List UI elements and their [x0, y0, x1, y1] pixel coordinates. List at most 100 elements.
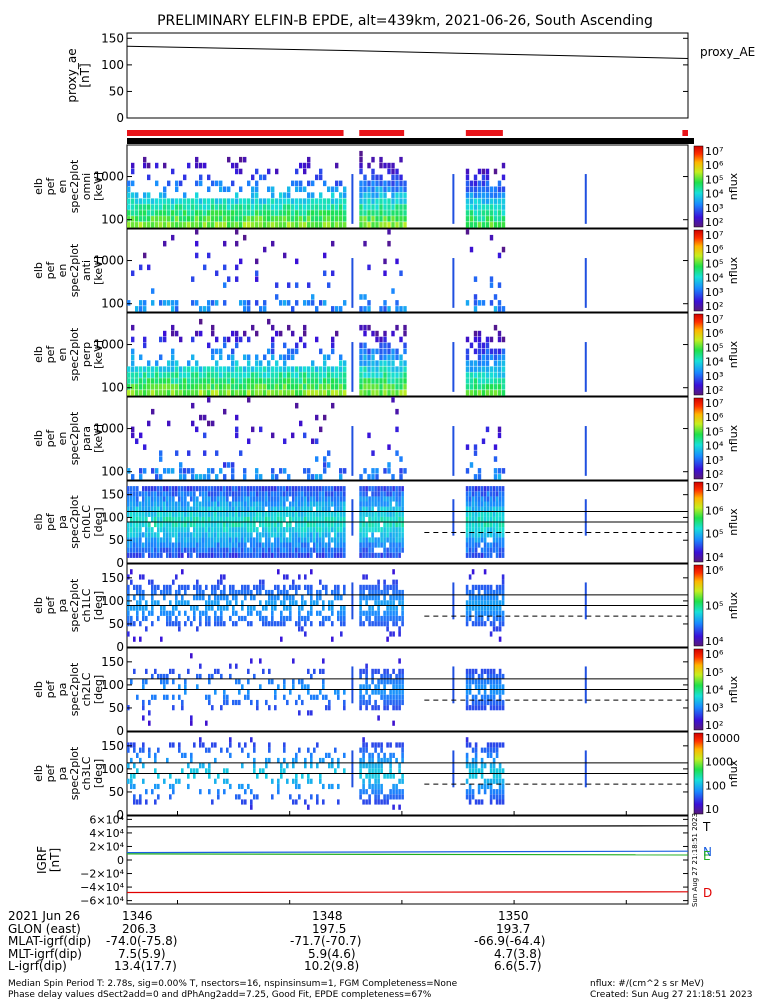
spec-cell [363, 378, 367, 384]
pa-cell [190, 486, 193, 492]
pa-cell [163, 522, 166, 528]
pa-cell [226, 522, 229, 528]
pa-cell [247, 506, 250, 512]
pa-cell [196, 537, 199, 543]
spec-cell [359, 324, 363, 331]
pa-cell [247, 501, 250, 507]
pa-cell [474, 511, 478, 517]
spec-cell [215, 216, 219, 222]
pa-cell [319, 501, 322, 507]
pa-cell [133, 506, 136, 512]
spec-cell [299, 384, 303, 390]
pa-cell [151, 789, 154, 795]
spec-cell [139, 198, 143, 204]
spec-cell [211, 330, 215, 337]
spec-cell [159, 204, 163, 210]
spec-cell [307, 162, 311, 169]
pa-cell [283, 768, 286, 774]
spec-cell [465, 366, 470, 372]
spec-cell [231, 210, 235, 216]
y-tick-label: 6×10⁴ [89, 813, 124, 826]
spec-cell [485, 180, 490, 187]
pa-cell [304, 574, 307, 580]
spec-cell [175, 306, 179, 312]
pa-cell [184, 511, 187, 517]
pa-cell [208, 595, 211, 601]
pa-cell [163, 527, 166, 533]
spec-cell [379, 186, 383, 193]
pa-cell [214, 547, 217, 553]
spec-cell [223, 342, 227, 349]
spec-cell [331, 222, 335, 228]
pa-cell [322, 491, 325, 497]
pa-cell [389, 752, 392, 758]
pa-cell [229, 737, 232, 743]
spec-cell [139, 474, 143, 480]
spec-cell [127, 216, 131, 222]
spec-cell [147, 162, 151, 169]
pa-cell [145, 679, 148, 685]
pa-cell [471, 569, 475, 575]
pa-cell [337, 694, 340, 700]
pa-cell [374, 522, 377, 528]
pa-cell [172, 547, 175, 553]
spec-cell [151, 384, 155, 390]
pa-cell [489, 491, 493, 497]
spec-cell [279, 330, 283, 337]
spec-cell [135, 204, 139, 210]
pa-cell [471, 694, 475, 700]
pa-cell [374, 705, 377, 711]
pa-cell [169, 794, 172, 800]
pa-cell [486, 511, 490, 517]
pa-cell [295, 552, 298, 558]
pa-cell [292, 595, 295, 601]
spec-cell [151, 372, 155, 378]
spec-cell [235, 360, 239, 366]
pa-cell [190, 522, 193, 528]
spec-cell [163, 390, 167, 396]
pa-cell [295, 589, 298, 596]
pa-cell [492, 600, 496, 606]
pa-cell [232, 501, 235, 507]
spec-cell [127, 180, 131, 187]
spec-cell [163, 378, 167, 384]
pa-cell [495, 605, 499, 611]
pa-cell [184, 752, 187, 758]
pa-cell [154, 600, 157, 606]
spec-cell [363, 186, 367, 193]
pa-cell [498, 527, 502, 533]
pa-cell [220, 589, 223, 596]
pa-cell [271, 532, 274, 538]
pa-cell [501, 783, 505, 790]
pa-cell [310, 532, 313, 538]
pa-cell [136, 752, 139, 758]
spec-cell [477, 222, 482, 228]
pa-cell [362, 516, 365, 523]
pa-cell [199, 511, 202, 517]
pa-cell [181, 752, 184, 758]
pa-cell [365, 773, 368, 779]
pa-cell [498, 778, 502, 784]
spec-cell [319, 198, 323, 204]
pa-cell [214, 668, 217, 674]
pa-cell [377, 705, 380, 711]
spec-cell [331, 384, 335, 390]
pa-cell [157, 527, 160, 533]
pa-cell [157, 773, 160, 779]
pa-cell [389, 506, 392, 512]
pa-cell [130, 506, 133, 512]
pa-cell [130, 501, 133, 507]
pa-cell [501, 799, 505, 805]
spec-cell [143, 204, 147, 210]
pa-cell [295, 778, 298, 784]
pa-cell [486, 527, 490, 533]
spec-cell [375, 366, 379, 372]
spec-cell [199, 306, 203, 312]
pa-cell [377, 579, 380, 585]
spec-cell [191, 384, 195, 390]
pa-cell [395, 584, 398, 590]
colorbar-tick-label: 10⁵ [705, 257, 723, 270]
pa-cell [253, 595, 256, 601]
spec-cell [367, 390, 371, 396]
pa-cell [253, 537, 256, 543]
